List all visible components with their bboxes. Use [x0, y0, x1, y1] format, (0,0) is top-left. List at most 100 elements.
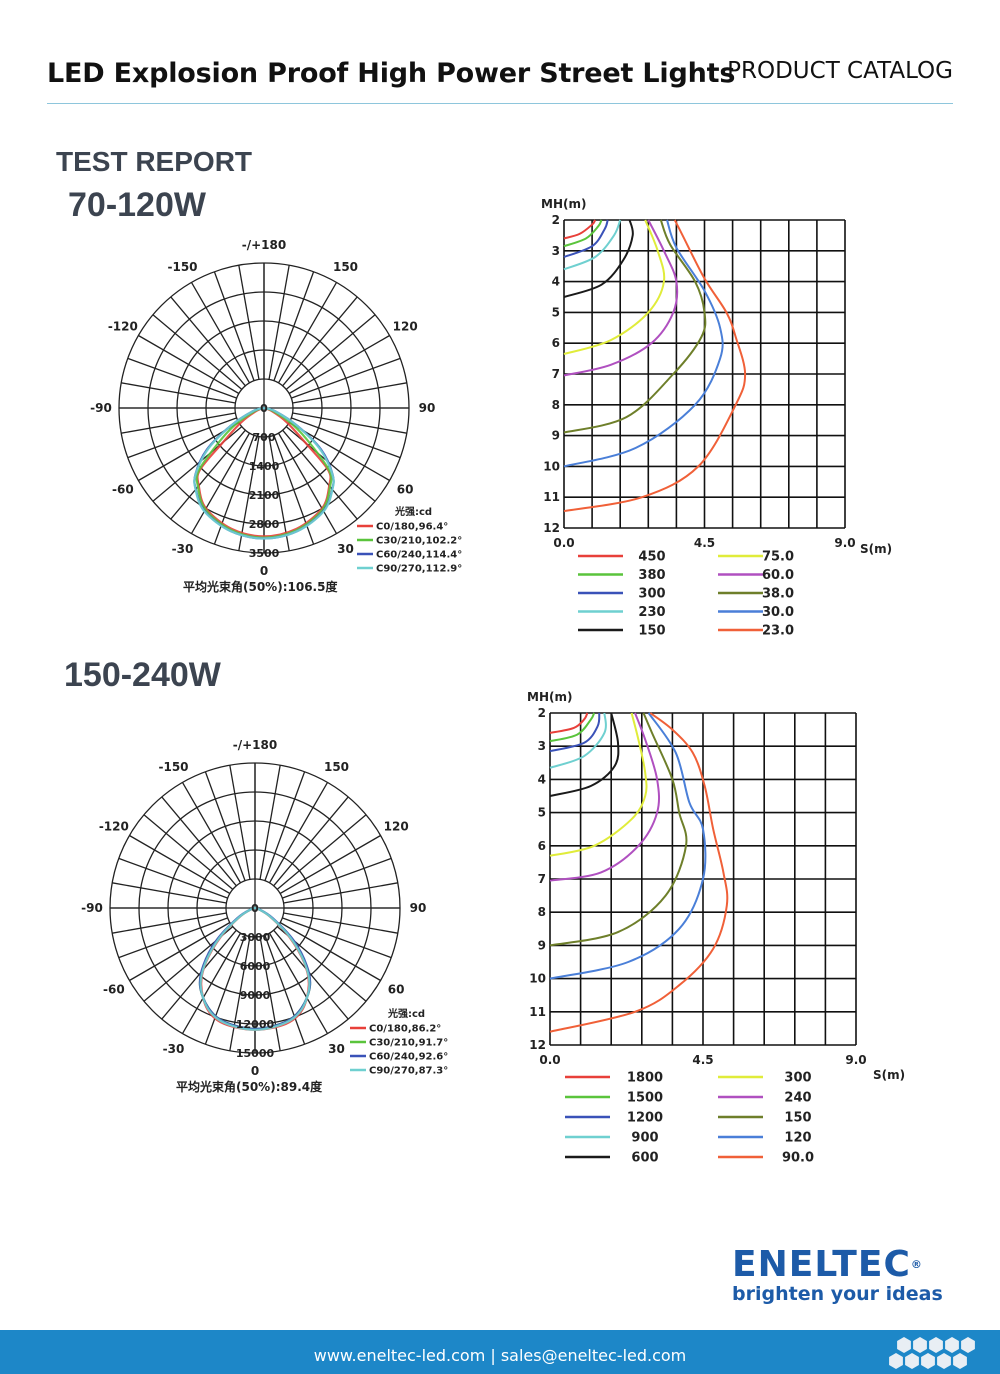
hexagon-icon: [913, 1337, 927, 1353]
polar-curve: [196, 406, 332, 538]
x-tick-label: 9.0: [845, 1053, 866, 1067]
angle-label: 60: [388, 983, 405, 997]
polar-spoke: [277, 282, 338, 384]
ring-label: 3500: [249, 547, 280, 560]
legend-label: 23.0: [762, 624, 794, 639]
isolux-contour: [563, 219, 634, 298]
y-tick-label: 7: [552, 367, 560, 381]
polar-spoke: [152, 314, 243, 390]
hexagon-icon: [953, 1353, 967, 1369]
x-axis-label: S(m): [873, 1068, 905, 1082]
polar-spoke: [276, 814, 367, 890]
polar-grid: [109, 762, 401, 1054]
angle-label: -150: [158, 760, 188, 774]
angle-label: 0: [260, 564, 268, 578]
polar-spoke: [118, 857, 228, 899]
isolux-grid: [549, 712, 857, 1046]
x-tick-label: 9.0: [834, 536, 855, 550]
y-tick-label: 9: [552, 429, 560, 443]
isolux-contour: [563, 219, 622, 271]
polar-spoke: [288, 334, 390, 395]
y-tick-label: 4: [538, 772, 546, 786]
isolux-contour: [549, 712, 601, 753]
legend-unit: 光强:cd: [387, 1007, 425, 1020]
legend-label: 900: [631, 1131, 658, 1146]
y-tick-label: 2: [538, 706, 546, 720]
legend-label: 120: [784, 1131, 811, 1146]
legend-label: C90/270,87.3°: [369, 1066, 448, 1077]
polar-spoke: [279, 834, 381, 895]
legend-label: C0/180,86.2°: [369, 1024, 441, 1035]
hexagon-icon: [937, 1353, 951, 1369]
ring-label: 6000: [240, 960, 271, 973]
polar-spoke: [181, 932, 242, 1034]
y-tick-label: 10: [529, 972, 546, 986]
isolux-contour: [549, 712, 596, 743]
polar-spoke: [282, 917, 392, 959]
y-tick-label: 6: [552, 336, 560, 350]
angle-label: -120: [99, 820, 129, 834]
legend-label: 300: [784, 1071, 811, 1086]
polar-spoke: [121, 382, 236, 404]
isolux-contour: [549, 712, 688, 947]
polar-spoke: [292, 382, 407, 404]
polar-spoke: [238, 436, 260, 551]
polar-spoke: [282, 296, 358, 387]
y-tick-label: 7: [538, 872, 546, 886]
polar-spoke: [127, 357, 237, 399]
legend-label: 1800: [627, 1071, 663, 1086]
y-tick-label: 3: [552, 244, 560, 258]
angle-label: -30: [172, 542, 194, 556]
legend-label: C30/210,91.7°: [369, 1038, 448, 1049]
y-axis-label: MH(m): [541, 197, 586, 211]
angle-label: 150: [333, 260, 358, 274]
ring-label: 700: [253, 431, 276, 444]
isolux-chart: 2 3 4 5 6 7 8 9 10 11 120.0 4.5 9.0 MH(m) S(m) 1800 1500…: [527, 690, 905, 1166]
polar-spoke: [170, 429, 246, 520]
hexagon-icon: [961, 1337, 975, 1353]
polar-spoke: [291, 417, 401, 459]
legend-label: 38.0: [762, 587, 794, 602]
legend-label: C60/240,114.4°: [376, 550, 462, 561]
polar-spoke: [291, 357, 401, 399]
angle-label: 0: [251, 1064, 259, 1078]
polar-spoke: [264, 935, 306, 1045]
polar-spoke: [190, 432, 251, 534]
model-heading: 70-120W: [68, 186, 206, 224]
legend-label: C0/180,96.4°: [376, 522, 448, 533]
polar-curve: [193, 406, 335, 540]
angle-label: -30: [163, 1042, 185, 1056]
angle-label: 60: [397, 483, 414, 497]
legend-label: 60.0: [762, 568, 794, 583]
catalog-label: PRODUCT CATALOG: [727, 58, 953, 84]
legend-label: 75.0: [762, 550, 794, 565]
ring-label: 12000: [236, 1018, 275, 1031]
angle-label: -90: [81, 901, 103, 915]
legend-label: 1500: [627, 1091, 663, 1106]
document-title: LED Explosion Proof High Power Street Li…: [47, 58, 736, 89]
polar-spoke: [282, 429, 358, 520]
y-tick-label: 8: [552, 398, 560, 412]
polar-intensity-chart: 0 700 1400 2100 2800 3500 -/+180 -150 150 -120 120…: [90, 238, 462, 594]
ring-label: 2100: [249, 489, 280, 502]
polar-spoke: [138, 334, 240, 395]
polar-spoke: [238, 265, 260, 380]
logo-tagline: brighten your ideas: [732, 1283, 943, 1305]
angle-label: -90: [90, 401, 112, 415]
isolux-chart: 2 3 4 5 6 7 8 9 10 11 120.0 4.5 9.0 MH(m) S(m) 450 380 30…: [541, 197, 892, 639]
registered-mark: ®: [910, 1258, 923, 1271]
legend-label: 300: [638, 587, 665, 602]
x-axis-label: S(m): [860, 542, 892, 556]
hexagon-icon: [889, 1353, 903, 1369]
hexagon-icon: [897, 1337, 911, 1353]
y-tick-label: 11: [543, 490, 560, 504]
polar-spoke: [129, 834, 231, 895]
polar-curve: [199, 906, 311, 1031]
isolux-contour: [563, 219, 609, 258]
hexagon-icon: [905, 1353, 919, 1369]
y-tick-label: 10: [543, 459, 560, 473]
polar-spoke: [204, 771, 246, 881]
legend-label: 450: [638, 550, 665, 565]
legend-label: 380: [638, 568, 665, 583]
polar-spoke: [259, 765, 281, 880]
